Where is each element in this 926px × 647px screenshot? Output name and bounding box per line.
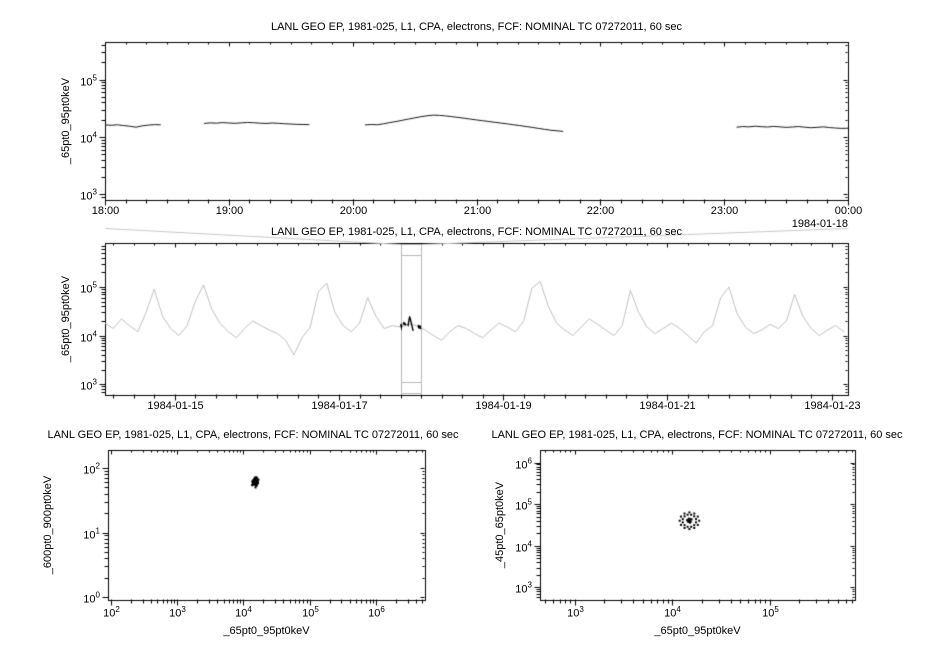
top-panel-ylabel: _65pt0_95pt0keV	[60, 77, 72, 165]
x-tick-label: 103	[169, 605, 186, 620]
y-tick-label: 102	[83, 461, 100, 476]
x-tick-label: 103	[567, 605, 584, 620]
x-tick-label: 102	[103, 605, 120, 620]
y-tick-label: 103	[515, 580, 532, 595]
x-tick-label: 1984-01-15	[147, 400, 204, 412]
x-tick-label: 20:00	[339, 205, 368, 217]
scatter-left-xlabel: _65pt0_95pt0keV	[223, 625, 310, 637]
y-tick-label: 104	[515, 539, 532, 554]
x-tick-label: 1984-01-17	[311, 400, 368, 412]
top-panel-date-label: 1984-01-18	[791, 218, 848, 230]
x-tick-label: 22:00	[586, 205, 615, 217]
scatter-left-title: LANL GEO EP, 1981-025, L1, CPA, electron…	[47, 429, 459, 441]
x-tick-label: 19:00	[215, 205, 244, 217]
x-tick-label: 105	[762, 605, 779, 620]
x-tick-label: 23:00	[710, 205, 739, 217]
y-tick-label: 103	[80, 377, 97, 392]
y-tick-label: 105	[515, 497, 532, 512]
y-tick-label: 104	[80, 130, 97, 145]
x-tick-label: 105	[302, 605, 319, 620]
y-tick-label: 103	[80, 187, 97, 202]
x-tick-label: 1984-01-19	[475, 400, 532, 412]
scatter-right-xlabel: _65pt0_95pt0keV	[654, 625, 741, 637]
scatter-right-ylabel: _45pt0_65pt0keV	[494, 481, 506, 569]
y-tick-label: 105	[80, 280, 97, 295]
x-tick-label: 1984-01-23	[804, 400, 861, 412]
x-tick-label: 1984-01-21	[639, 400, 696, 412]
scatter-right-title: LANL GEO EP, 1981-025, L1, CPA, electron…	[491, 429, 903, 441]
y-tick-label: 104	[80, 329, 97, 344]
x-tick-label: 21:00	[463, 205, 492, 217]
scatter-left-ylabel: _600pt0_900pt0keV	[42, 475, 54, 575]
top-panel-title: LANL GEO EP, 1981-025, L1, CPA, electron…	[270, 21, 683, 33]
y-tick-label: 100	[83, 590, 100, 605]
x-tick-label: 18:00	[91, 205, 120, 217]
x-tick-label: 00:00	[834, 205, 863, 217]
overview-panel-title: LANL GEO EP, 1981-025, L1, CPA, electron…	[270, 226, 683, 238]
x-tick-label: 104	[664, 605, 681, 620]
y-tick-label: 105	[80, 73, 97, 88]
y-tick-label: 101	[83, 526, 100, 541]
overview-panel-ylabel: _65pt0_95pt0keV	[60, 275, 72, 363]
x-tick-label: 106	[368, 605, 385, 620]
x-tick-label: 104	[235, 605, 252, 620]
y-tick-label: 106	[515, 456, 532, 471]
